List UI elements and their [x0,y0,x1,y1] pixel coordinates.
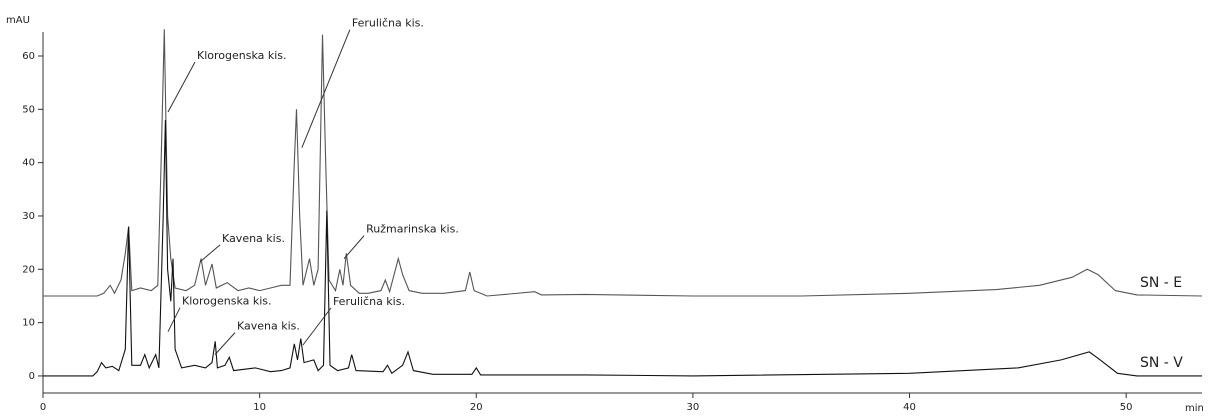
annotation: Ružmarinska kis. [366,223,459,236]
annotation-leader [214,332,236,355]
x-axis-label: min [1185,403,1204,414]
y-tick-label: 0 [29,371,35,382]
y-tick-label: 20 [22,264,35,275]
y-axis-label: mAU [6,15,30,26]
annotation-leader [301,29,351,148]
x-tick-label: 30 [687,402,700,413]
annotation: Kavena kis. [222,232,285,245]
annotation: Klorogenska kis. [182,295,272,308]
x-tick-label: 40 [903,402,916,413]
y-tick-label: 30 [22,211,35,222]
y-tick-label: 40 [22,158,35,169]
annotation-leader [167,307,181,332]
series-label: SN - V [1140,355,1183,371]
x-tick-label: 50 [1120,402,1133,413]
series-line [43,119,1202,377]
y-tick-label: 60 [22,51,35,62]
annotation-leader [343,235,365,259]
y-tick-label: 50 [22,104,35,115]
annotation: Klorogenska kis. [197,49,287,62]
x-tick-label: 20 [470,402,483,413]
annotation: Ferulična kis. [333,295,405,308]
x-tick-label: 0 [40,402,46,413]
y-tick-label: 10 [22,318,35,329]
x-tick-label: 10 [253,402,266,413]
annotation: Ferulična kis. [352,17,424,30]
annotation-leader [302,307,332,346]
annotation-leader [167,61,196,113]
series-label: SN - E [1140,275,1182,291]
series-line [43,29,1203,297]
annotation-leader [199,244,221,263]
annotation: Kavena kis. [237,320,300,333]
